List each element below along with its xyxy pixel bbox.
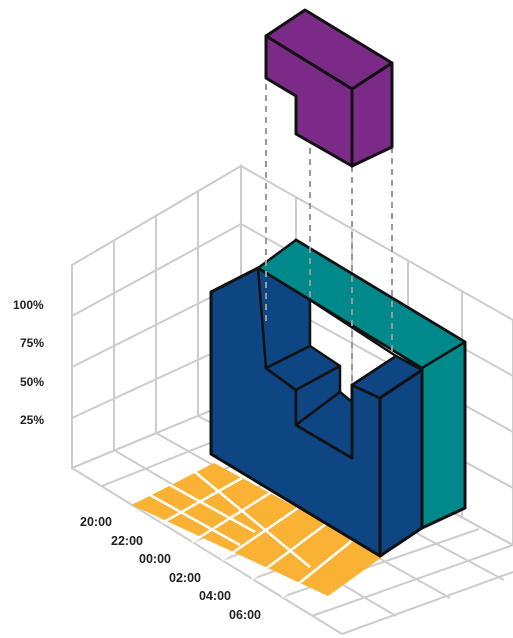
percent-label-25: 25%	[20, 413, 44, 427]
floor-time-highlight	[132, 463, 385, 598]
left-wall-grid	[71, 164, 242, 470]
time-axis: 20:00 22:00 00:00 02:00 04:00 06:00	[80, 515, 261, 622]
time-label-0000: 00:00	[139, 552, 171, 566]
time-label-2200: 22:00	[111, 534, 143, 548]
percent-axis: 100% 75% 50% 25%	[13, 298, 44, 427]
percent-label-75: 75%	[20, 336, 44, 350]
time-label-2000: 20:00	[80, 515, 112, 529]
percent-label-100: 100%	[13, 298, 44, 312]
front-block	[209, 266, 424, 558]
time-label-0400: 04:00	[199, 589, 231, 603]
floating-piece	[264, 8, 394, 168]
time-label-0200: 02:00	[169, 571, 201, 585]
percent-label-50: 50%	[20, 375, 44, 389]
guide-lines	[265, 62, 393, 385]
time-label-0600: 06:00	[229, 608, 261, 622]
